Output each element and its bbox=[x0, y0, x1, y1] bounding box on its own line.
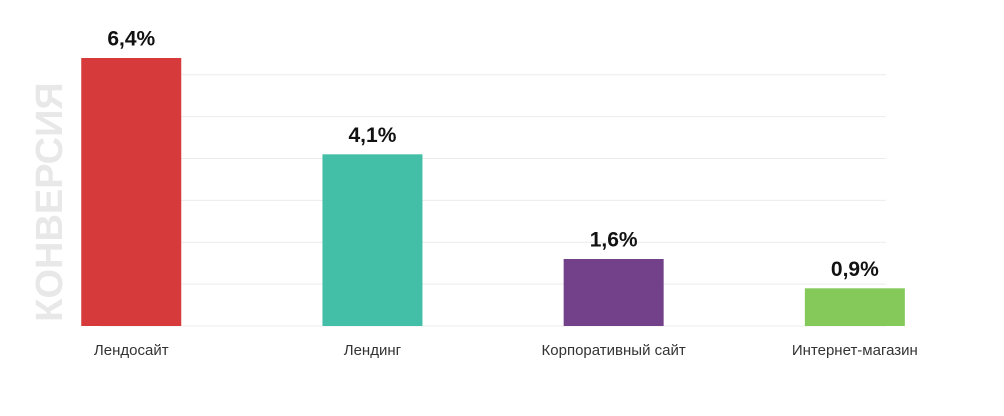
value-label: 6,4% bbox=[107, 28, 155, 51]
value-label: 1,6% bbox=[590, 229, 638, 252]
value-label: 0,9% bbox=[831, 258, 879, 281]
bar bbox=[81, 58, 182, 326]
bar bbox=[322, 154, 423, 326]
bar bbox=[563, 259, 664, 326]
x-tick-label: Интернет-магазин bbox=[791, 342, 918, 359]
bar bbox=[804, 288, 905, 326]
x-tick-label: Лендосайт bbox=[93, 342, 169, 359]
x-tick-label: Лендинг bbox=[343, 342, 402, 359]
value-label: 4,1% bbox=[349, 124, 397, 147]
y-axis-label: КОНВЕРСИЯ bbox=[29, 82, 71, 321]
x-tick-label: Корпоративный сайт bbox=[541, 342, 686, 359]
